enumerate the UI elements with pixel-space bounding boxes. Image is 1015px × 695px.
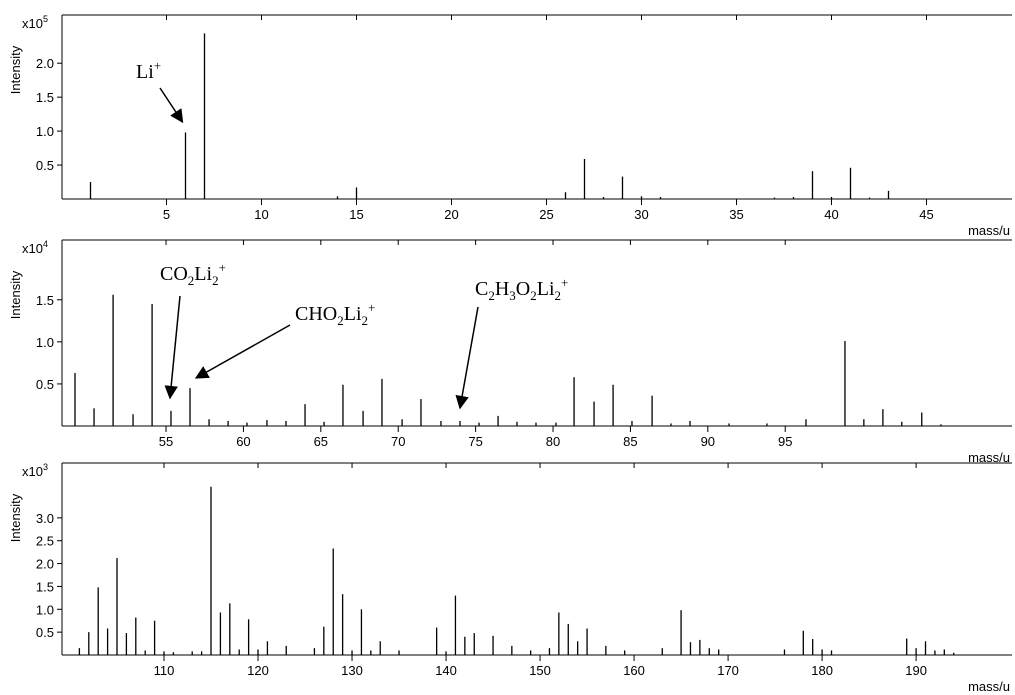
annotation-part: Li xyxy=(537,278,555,300)
x-tick-label: 140 xyxy=(435,663,457,678)
multiplier-base: x10 xyxy=(22,241,43,256)
y-tick-label: 2.5 xyxy=(36,534,54,549)
x-axis-label: mass/u xyxy=(968,679,1010,694)
y-multiplier: x105 xyxy=(22,14,48,31)
x-tick-label: 110 xyxy=(154,663,175,678)
x-axis-label: mass/u xyxy=(968,450,1010,465)
x-tick-label: 150 xyxy=(529,663,551,678)
annotation: C2H3O2Li2+ xyxy=(475,275,568,303)
multiplier-exponent: 3 xyxy=(43,462,48,472)
multiplier-exponent: 5 xyxy=(43,14,48,24)
annotation-part: 3 xyxy=(509,288,516,303)
multiplier-base: x10 xyxy=(22,16,43,31)
annotation-part: Li xyxy=(194,263,212,285)
y-tick-label: 1.5 xyxy=(36,293,54,308)
annotation-part: 2 xyxy=(555,288,562,303)
annotation-part: 2 xyxy=(188,273,195,288)
annotation-arrow xyxy=(164,295,181,400)
multiplier-exponent: 4 xyxy=(43,239,48,249)
annotation-part: + xyxy=(368,300,375,315)
y-tick-label: 1.0 xyxy=(36,602,54,617)
x-tick-label: 160 xyxy=(623,663,645,678)
x-tick-label: 20 xyxy=(444,207,458,222)
x-tick-label: 55 xyxy=(159,434,173,449)
annotation-part: 2 xyxy=(337,313,344,328)
x-tick-label: 80 xyxy=(546,434,560,449)
y-tick-label: 3.0 xyxy=(36,511,54,526)
x-tick-label: 170 xyxy=(717,663,739,678)
annotation-part: + xyxy=(154,58,161,73)
x-tick-label: 70 xyxy=(391,434,405,449)
annotation-arrow xyxy=(194,324,291,379)
annotation-part: CHO xyxy=(295,303,337,325)
annotation-part: + xyxy=(219,260,226,275)
x-axis-label: mass/u xyxy=(968,223,1010,238)
y-tick-label: 0.5 xyxy=(36,625,54,640)
y-tick-label: 0.5 xyxy=(36,158,54,173)
y-tick-label: 1.5 xyxy=(36,579,54,594)
annotation-part: Li xyxy=(136,61,154,83)
y-tick-label: 1.0 xyxy=(36,124,54,139)
x-tick-label: 15 xyxy=(349,207,363,222)
x-tick-label: 60 xyxy=(236,434,250,449)
annotation: CHO2Li2+ xyxy=(295,300,375,328)
x-tick-label: 95 xyxy=(778,434,792,449)
annotation: Li+ xyxy=(136,58,161,83)
annotation-part: O xyxy=(516,278,530,300)
annotation-part: H xyxy=(495,278,509,300)
annotation-part: C xyxy=(475,278,488,300)
multiplier-base: x10 xyxy=(22,464,43,479)
x-tick-label: 75 xyxy=(468,434,482,449)
y-axis-label: Intensity xyxy=(8,493,23,542)
x-tick-label: 30 xyxy=(634,207,648,222)
y-tick-label: 0.5 xyxy=(36,377,54,392)
y-axis-label: Intensity xyxy=(8,45,23,94)
annotation-part: 2 xyxy=(212,273,219,288)
x-tick-label: 120 xyxy=(247,663,269,678)
annotation-part: CO xyxy=(160,263,188,285)
annotation-part: 2 xyxy=(530,288,537,303)
x-tick-label: 180 xyxy=(811,663,833,678)
y-tick-label: 2.0 xyxy=(36,557,54,572)
x-tick-label: 25 xyxy=(539,207,553,222)
y-axis-label: Intensity xyxy=(8,270,23,319)
x-tick-label: 85 xyxy=(623,434,637,449)
panel: 0.5 1.0 1.5 2.0 5 10 15 20 25 30 35 40 45 mass/u Inten… xyxy=(8,14,1012,238)
x-tick-label: 10 xyxy=(254,207,268,222)
y-tick-label: 1.5 xyxy=(36,90,54,105)
y-multiplier: x103 xyxy=(22,462,48,479)
x-tick-label: 35 xyxy=(729,207,743,222)
x-tick-label: 65 xyxy=(314,434,328,449)
x-tick-label: 90 xyxy=(701,434,715,449)
annotation-part: 2 xyxy=(362,313,369,328)
y-tick-label: 1.0 xyxy=(36,335,54,350)
panel: 0.5 1.0 1.5 55 60 65 70 75 80 85 90 95 mass/u Intensi… xyxy=(8,239,1012,465)
panel: 0.5 1.0 1.5 2.0 2.5 3.0 110 120 130 140 150 160 170 1… xyxy=(8,462,1012,694)
annotation-arrow xyxy=(455,306,479,410)
y-multiplier: x104 xyxy=(22,239,48,256)
annotation-part: 2 xyxy=(488,288,495,303)
y-tick-label: 2.0 xyxy=(36,56,54,71)
annotation-part: Li xyxy=(344,303,362,325)
x-tick-label: 5 xyxy=(163,207,170,222)
annotation-part: + xyxy=(561,275,568,290)
x-tick-label: 45 xyxy=(919,207,933,222)
annotation-arrow xyxy=(159,87,184,124)
x-tick-label: 130 xyxy=(341,663,363,678)
x-tick-label: 40 xyxy=(824,207,838,222)
annotation: CO2Li2+ xyxy=(160,260,226,288)
x-tick-label: 190 xyxy=(905,663,927,678)
